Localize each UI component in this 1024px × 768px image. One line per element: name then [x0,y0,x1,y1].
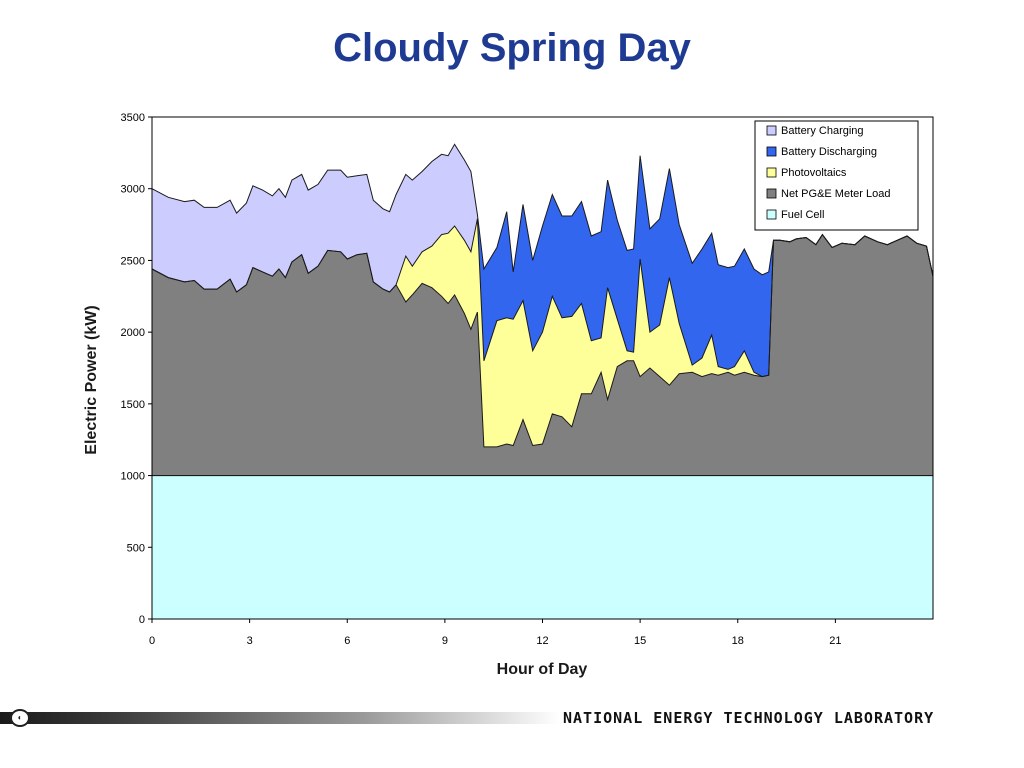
battery-charging-area [152,144,478,292]
y-tick-label: 3500 [121,112,145,124]
y-tick-label: 1500 [121,399,145,411]
net-plus-pv-line [151,218,934,378]
netl-logo-icon: ◐ [10,709,30,727]
legend-swatch [766,209,777,220]
x-tick-label: 6 [344,635,350,647]
y-tick-label: 2500 [121,255,145,267]
x-tick-label: 21 [829,635,841,647]
x-tick-label: 18 [732,635,744,647]
slide-title: Cloudy Spring Day [333,26,691,70]
x-tick-label: 3 [247,635,253,647]
fuel-cell-area [152,475,933,619]
legend-label: Net PG&E Meter Load [781,188,890,200]
x-axis-title: Hour of Day [497,661,588,678]
x-tick-label: 9 [442,635,448,647]
legend-swatch [766,188,777,199]
y-tick-label: 1000 [121,471,145,483]
x-tick-label: 0 [149,635,155,647]
legend-swatch [766,146,777,157]
legend-label: Fuel Cell [781,209,824,221]
legend-label: Photovoltaics [781,167,847,179]
y-tick-label: 0 [139,614,145,626]
legend-swatch [766,167,777,178]
axes: 0 500 1000 1500 2000 2500 3000 3500 0 3 6 9 12 15 18 21 [121,112,934,647]
net-load-area [152,234,933,476]
battery-discharging-area [477,155,774,377]
y-axis-title: Electric Power (kW) [83,305,100,454]
area-chart: 0 500 1000 1500 2000 2500 3000 3500 0 3 6 9 12 15 18 21… [83,112,934,678]
x-tick-label: 12 [536,635,548,647]
y-tick-label: 500 [127,542,145,554]
footer-lab-name: NATIONAL ENERGY TECHNOLOGY LABORATORY [563,709,935,727]
legend-label: Battery Charging [781,125,864,137]
y-tick-label: 3000 [121,184,145,196]
y-tick-label: 2000 [121,327,145,339]
footer-gradient-bar [0,712,560,724]
legend-swatch [766,125,777,136]
legend: Battery Charging Battery Discharging Photo… [754,120,919,231]
legend-box [754,120,919,231]
x-tick-label: 15 [634,635,646,647]
legend-label: Battery Discharging [781,146,877,158]
